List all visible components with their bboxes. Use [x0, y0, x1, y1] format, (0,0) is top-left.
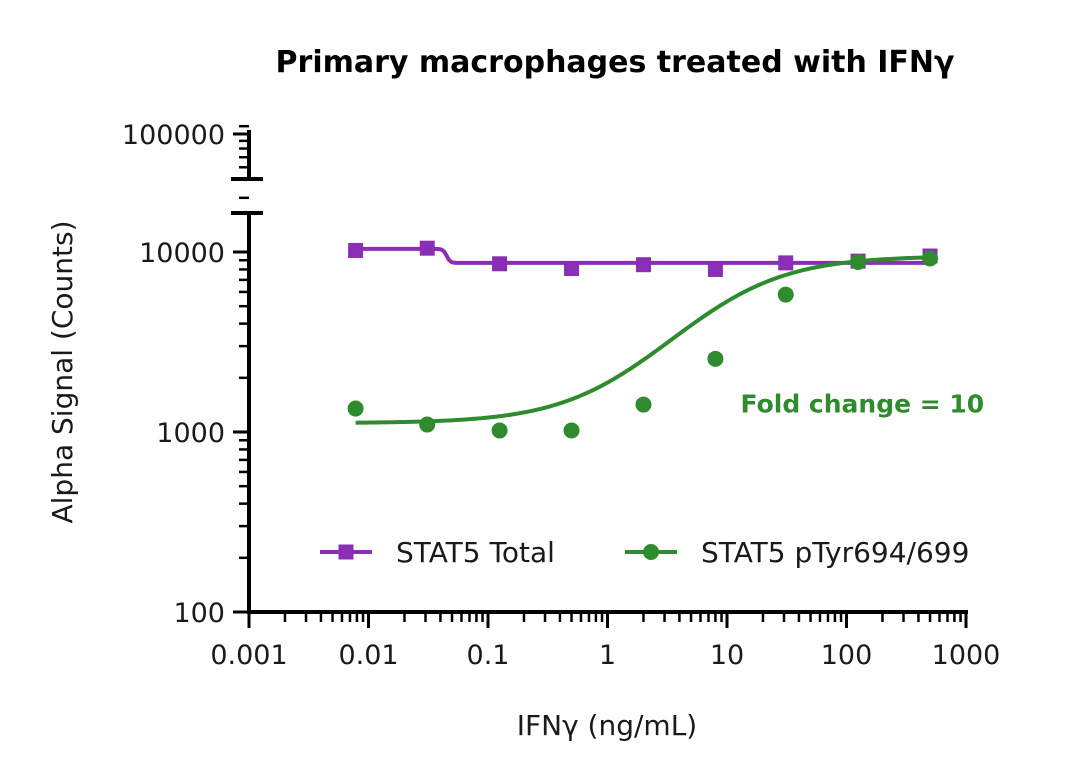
- x-tick-label: 0.01: [338, 640, 398, 671]
- legend-label-1: STAT5 Total: [396, 536, 555, 569]
- axes: 0.001 0.01 0.1 1 10 100 1000 100 1000 10000 100000: [122, 120, 1000, 671]
- data-point-series-2: [707, 350, 724, 367]
- data-point-series-1: [564, 260, 580, 276]
- x-tick-label: 0.1: [467, 640, 510, 671]
- chart-title: Primary macrophages treated with IFNγ: [276, 45, 955, 80]
- x-tick-label: 1: [599, 640, 616, 671]
- x-tick-label: 0.001: [210, 640, 287, 671]
- data-point-series-1: [492, 256, 508, 272]
- data-point-series-1: [778, 255, 794, 271]
- legend: STAT5 Total STAT5 pTyr694/699: [320, 536, 969, 569]
- data-point-series-1: [635, 257, 651, 273]
- y-tick-label: 100: [173, 598, 225, 629]
- data-point-series-1: [348, 242, 364, 258]
- x-tick-label: 10: [710, 640, 744, 671]
- data-point-series-1: [419, 240, 435, 256]
- data-point-series-2: [491, 422, 508, 439]
- x-tick-label: 100: [821, 640, 873, 671]
- data-points: [347, 240, 939, 439]
- data-point-series-2: [635, 396, 652, 413]
- legend-marker-2: [643, 544, 659, 560]
- legend-marker-1: [338, 544, 354, 560]
- y-axis-label: Alpha Signal (Counts): [46, 220, 79, 523]
- legend-label-2: STAT5 pTyr694/699: [701, 536, 969, 569]
- data-point-series-1: [707, 261, 723, 277]
- data-point-series-2: [922, 250, 939, 267]
- y-tick-label: 1000: [156, 418, 225, 449]
- data-point-series-2: [347, 400, 364, 417]
- data-point-series-2: [777, 286, 794, 303]
- fold-change-annotation: Fold change = 10: [741, 390, 985, 419]
- data-point-series-2: [563, 422, 580, 439]
- fit-curve-series-2: [355, 255, 931, 425]
- x-tick-label: 1000: [932, 640, 1001, 671]
- data-point-series-2: [419, 416, 436, 433]
- y-tick-label: 10000: [139, 238, 225, 269]
- y-tick-label: 100000: [122, 120, 225, 151]
- data-point-series-2: [850, 253, 867, 270]
- x-axis-label: IFNγ (ng/mL): [517, 709, 697, 742]
